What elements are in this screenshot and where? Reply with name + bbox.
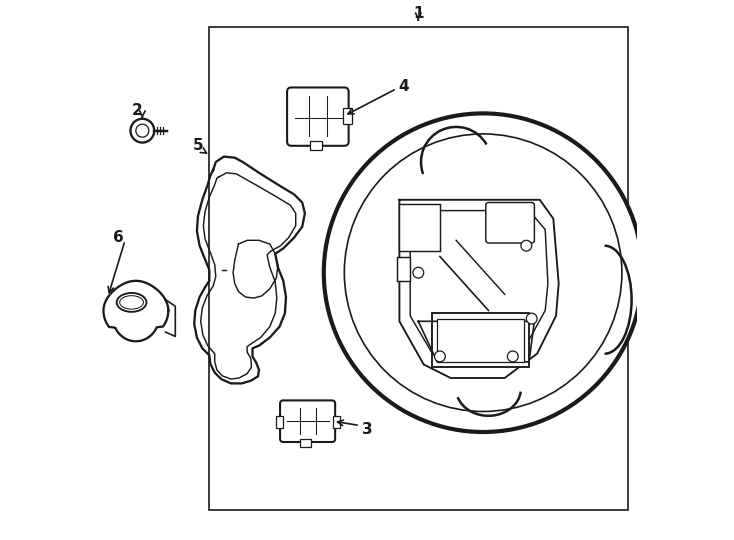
Text: 1: 1 — [413, 6, 424, 21]
Bar — [276, 416, 283, 428]
FancyBboxPatch shape — [287, 87, 349, 146]
Bar — [437, 319, 523, 362]
Circle shape — [507, 351, 518, 362]
Circle shape — [131, 119, 154, 143]
Text: 2: 2 — [132, 103, 143, 118]
Bar — [209, 27, 628, 510]
Text: 4: 4 — [399, 79, 409, 94]
Bar — [310, 141, 322, 150]
Circle shape — [521, 240, 531, 251]
Circle shape — [344, 134, 622, 411]
Circle shape — [136, 124, 149, 137]
Circle shape — [413, 267, 424, 278]
Bar — [432, 313, 529, 367]
Ellipse shape — [120, 296, 143, 309]
Bar — [396, 256, 410, 281]
Bar — [333, 416, 340, 428]
Text: 3: 3 — [362, 422, 372, 437]
Bar — [399, 204, 440, 251]
FancyBboxPatch shape — [486, 202, 534, 243]
FancyBboxPatch shape — [280, 401, 335, 442]
Circle shape — [435, 351, 446, 362]
Bar — [343, 108, 352, 124]
Bar — [299, 438, 311, 447]
Circle shape — [324, 113, 642, 432]
Text: 6: 6 — [113, 230, 124, 245]
Circle shape — [526, 313, 537, 324]
Ellipse shape — [117, 293, 146, 312]
Text: 5: 5 — [193, 138, 204, 153]
